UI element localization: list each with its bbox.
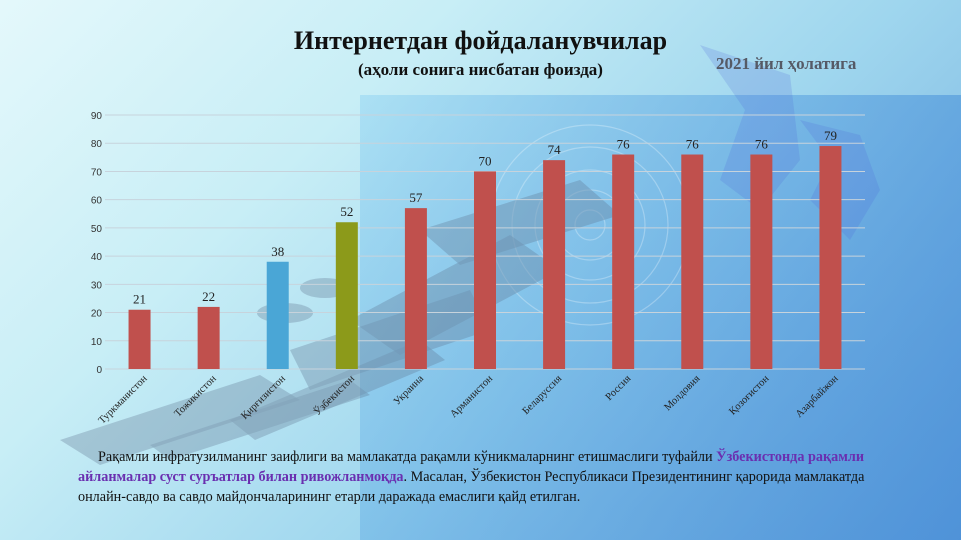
bar bbox=[197, 306, 220, 369]
chart-subtitle: (аҳоли сонига нисбатан фоизда) bbox=[358, 60, 603, 79]
bar bbox=[335, 222, 358, 369]
caption-text: Рақамли инфратузилманинг заифлиги ва мам… bbox=[78, 447, 908, 507]
x-tick-label: Туркманистон bbox=[97, 373, 150, 426]
caption-part-2: . Масалан, Ўзбекистон Республикаси Прези… bbox=[78, 469, 865, 505]
x-tick-label: Беларуссия bbox=[521, 373, 565, 417]
y-tick-label: 80 bbox=[91, 139, 103, 150]
bars bbox=[128, 146, 842, 369]
x-tick-label: Россия bbox=[604, 373, 634, 403]
x-tick-label: Қозоғистон bbox=[727, 373, 771, 417]
data-label: 22 bbox=[202, 289, 215, 304]
bar bbox=[474, 171, 496, 369]
y-tick-label: 30 bbox=[91, 280, 103, 291]
data-label: 76 bbox=[686, 137, 700, 152]
data-label: 76 bbox=[755, 137, 769, 152]
y-axis-ticks: 0 10 20 30 40 50 60 70 80 90 bbox=[91, 111, 103, 376]
data-label: 21 bbox=[133, 292, 146, 307]
data-labels: 21 22 38 52 57 70 74 76 76 76 79 bbox=[133, 128, 837, 307]
x-tick-label: Ўзбекистон bbox=[312, 372, 358, 418]
y-tick-label: 70 bbox=[91, 167, 103, 178]
bar bbox=[404, 208, 427, 369]
x-tick-label: Молдовия bbox=[662, 373, 702, 413]
y-tick-label: 40 bbox=[91, 252, 103, 263]
background-panel bbox=[360, 95, 961, 540]
y-tick-label: 60 bbox=[91, 196, 103, 207]
bar bbox=[266, 261, 289, 369]
data-label: 79 bbox=[824, 128, 837, 143]
x-tick-label: Украина bbox=[392, 373, 426, 407]
x-tick-label: Азарбайжон bbox=[794, 373, 841, 420]
caption-highlight: Ўзбекистонда рақамли айланмалар суст сур… bbox=[78, 449, 865, 485]
x-tick-label: Тожикистон bbox=[173, 373, 219, 419]
data-label: 74 bbox=[548, 142, 562, 157]
date-label: 2021 йил ҳолатига bbox=[716, 54, 857, 73]
bar bbox=[819, 146, 842, 369]
bar bbox=[128, 309, 151, 369]
y-tick-label: 90 bbox=[91, 111, 103, 122]
data-label: 52 bbox=[340, 204, 353, 219]
y-tick-label: 20 bbox=[91, 309, 103, 320]
y-tick-label: 50 bbox=[91, 224, 103, 235]
chart-title: Интернетдан фойдаланувчилар bbox=[293, 26, 668, 55]
data-label: 70 bbox=[479, 153, 492, 168]
bar bbox=[543, 160, 566, 369]
x-tick-label: Қирғизистон bbox=[239, 373, 288, 422]
y-tick-label: 10 bbox=[91, 337, 103, 348]
data-label: 38 bbox=[271, 244, 284, 259]
caption-part-1: Рақамли инфратузилманинг заифлиги ва мам… bbox=[98, 449, 717, 465]
data-label: 76 bbox=[617, 137, 631, 152]
bar bbox=[750, 154, 773, 369]
data-label: 57 bbox=[409, 190, 423, 205]
bar bbox=[612, 154, 635, 369]
bar bbox=[681, 154, 704, 369]
y-tick-label: 0 bbox=[96, 365, 102, 376]
x-tick-label: Арманистон bbox=[448, 373, 495, 420]
x-axis-ticks: Туркманистон Тожикистон Қирғизистон Ўзбекис… bbox=[97, 372, 841, 426]
